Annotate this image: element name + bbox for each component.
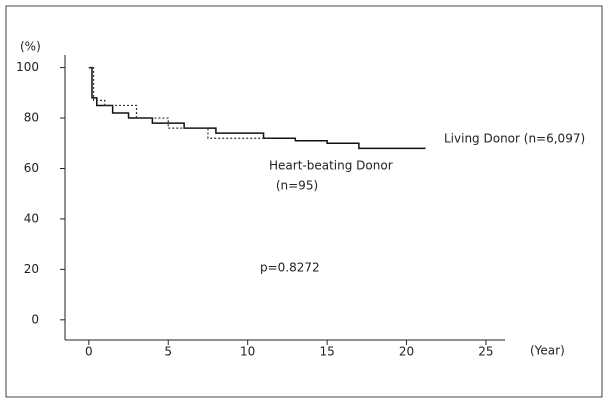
annotation: p=0.8272 <box>260 261 320 275</box>
x-tick-label: 15 <box>319 345 334 359</box>
y-tick-label: 60 <box>24 161 39 175</box>
survival-curve <box>88 67 272 139</box>
series-label: Living Donor (n=6,097) <box>444 132 585 146</box>
y-tick-label: 0 <box>31 312 39 326</box>
x-tick-label: 20 <box>399 345 414 359</box>
annotation: (n=95) <box>276 179 318 193</box>
x-axis-label: (Year) <box>530 344 565 358</box>
y-tick-label: 80 <box>24 111 39 125</box>
y-tick-label: 100 <box>16 60 39 74</box>
y-tick-label: 40 <box>24 211 39 225</box>
survival-curve <box>88 66 426 150</box>
x-tick-label: 25 <box>478 345 493 359</box>
series-label: Heart-beating Donor <box>269 159 393 173</box>
x-tick-label: 5 <box>164 345 172 359</box>
x-tick-label: 0 <box>85 345 93 359</box>
x-tick-label: 10 <box>240 345 255 359</box>
y-axis-label: (%) <box>20 40 41 54</box>
frame <box>5 5 603 398</box>
y-tick-label: 20 <box>24 262 39 276</box>
